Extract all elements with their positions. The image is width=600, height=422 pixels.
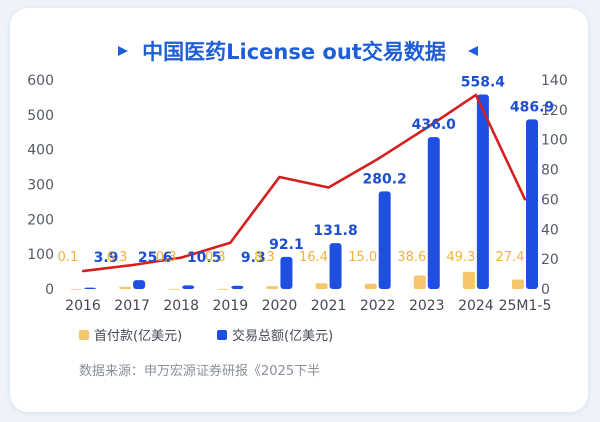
bar-total xyxy=(133,280,146,289)
data-label-first-payment: 6.3 xyxy=(107,250,128,265)
y-left-tick-label: 500 xyxy=(27,108,54,124)
title-left-triangle-icon xyxy=(118,46,128,56)
bar-first-payment xyxy=(364,283,377,289)
data-label-total: 436.0 xyxy=(412,117,457,133)
trend-line xyxy=(82,93,527,273)
bar-first-payment xyxy=(413,275,426,289)
left-axis: 0 100 200 300 400 500 600 xyxy=(27,73,54,298)
data-label-total: 9.3 xyxy=(241,250,266,266)
bar-total xyxy=(84,287,96,289)
y-right-tick-label: 120 xyxy=(541,103,568,119)
data-label-first-payment: 0.1 xyxy=(58,250,79,265)
x-tick-label: 2023 xyxy=(409,298,445,314)
data-label-total: 131.8 xyxy=(313,223,357,239)
bar-first-payment xyxy=(315,283,328,289)
title-right-triangle-icon xyxy=(468,46,478,56)
y-right-tick-label: 0 xyxy=(541,282,550,298)
data-label-first-payment: 0.3 xyxy=(156,250,177,265)
trend-line-point xyxy=(278,175,281,179)
y-left-tick-label: 600 xyxy=(27,73,54,89)
data-label-total: 10.5 xyxy=(187,250,222,266)
y-right-tick-label: 100 xyxy=(541,133,568,149)
data-label-first-payment: 38.6 xyxy=(397,250,426,265)
x-tick-label: 2021 xyxy=(311,298,347,314)
legend-swatch-total xyxy=(217,330,227,340)
data-label-first-payment: 0.3 xyxy=(205,250,226,265)
x-axis: 2016 2017 2018 2019 2020 2021 2022 2023 2024 25M1… xyxy=(65,298,551,314)
y-right-tick-label: 80 xyxy=(541,163,559,179)
bar-total xyxy=(182,285,195,289)
legend-label-first-payment: 首付款(亿美元) xyxy=(94,329,182,344)
y-right-tick-label: 20 xyxy=(541,252,559,268)
trend-line-point xyxy=(474,93,478,97)
trend-line-point xyxy=(327,186,330,189)
y-left-tick-label: 200 xyxy=(27,212,54,228)
bar-first-payment xyxy=(217,288,230,290)
bar-first-payment xyxy=(266,286,279,289)
trend-line-point xyxy=(425,126,428,129)
trend-line-point xyxy=(81,269,85,273)
bar-total xyxy=(476,94,489,290)
x-tick-label: 2020 xyxy=(262,298,298,314)
trend-line-point xyxy=(180,256,183,259)
y-left-tick-label: 400 xyxy=(27,143,54,159)
data-label-total: 280.2 xyxy=(363,171,407,187)
chart-title: 中国医药License out交易数据 xyxy=(142,40,446,64)
bar-total xyxy=(378,191,391,289)
data-label-total: 3.9 xyxy=(94,250,119,266)
y-right-tick-label: 40 xyxy=(541,222,559,238)
bar-first-payment xyxy=(70,288,82,290)
bar-series xyxy=(70,94,538,290)
data-label-first-payment: 8.3 xyxy=(254,250,275,265)
data-label-first-payment: 16.4 xyxy=(299,250,328,265)
bar-total xyxy=(526,119,538,289)
x-tick-label: 2024 xyxy=(458,298,494,314)
trend-line-point xyxy=(376,157,379,161)
bar-first-payment xyxy=(512,279,524,289)
bar-total xyxy=(329,243,342,289)
line-series xyxy=(81,93,527,273)
bar-first-payment xyxy=(462,271,475,289)
y-right-tick-label: 140 xyxy=(541,73,568,89)
data-label-total: 92.1 xyxy=(269,237,304,253)
legend-swatch-first-payment xyxy=(79,330,89,340)
data-label-first-payment: 15.0 xyxy=(348,250,377,265)
x-tick-label: 2018 xyxy=(163,298,199,314)
trend-line-point xyxy=(130,263,134,267)
data-label-total: 25.6 xyxy=(138,250,173,266)
bar-total xyxy=(231,285,244,289)
x-tick-label: 25M1-5 xyxy=(499,298,552,314)
y-left-tick-label: 300 xyxy=(27,178,54,194)
data-label-total: 486.9 xyxy=(510,99,554,115)
data-label-total: 558.4 xyxy=(461,74,506,90)
trend-line-point xyxy=(523,198,527,201)
x-tick-label: 2019 xyxy=(213,298,249,314)
y-left-tick-label: 0 xyxy=(45,282,54,298)
x-tick-label: 2016 xyxy=(65,298,101,314)
bar-first-payment xyxy=(168,288,181,290)
bar-first-payment xyxy=(119,286,132,289)
x-tick-label: 2017 xyxy=(114,298,150,314)
data-labels: 0.1 3.96.3 25.60.3 10.50.3 9.38.392.116.4131… xyxy=(58,74,554,266)
data-label-first-payment: 49.3 xyxy=(446,250,475,265)
trend-line-point xyxy=(229,241,232,244)
bar-total xyxy=(427,137,440,289)
bar-total xyxy=(280,256,293,289)
chart-card xyxy=(10,8,588,412)
y-left-tick-label: 100 xyxy=(27,247,54,263)
x-tick-label: 2022 xyxy=(360,298,396,314)
legend-label-total: 交易总额(亿美元) xyxy=(232,328,333,344)
y-right-tick-label: 60 xyxy=(541,192,559,208)
data-label-first-payment: 27.4 xyxy=(496,250,525,265)
source-note: 数据来源：申万宏源证券研报《2025下半 xyxy=(79,363,320,379)
right-axis: 0 20 40 60 80 100 120 140 xyxy=(541,73,568,298)
